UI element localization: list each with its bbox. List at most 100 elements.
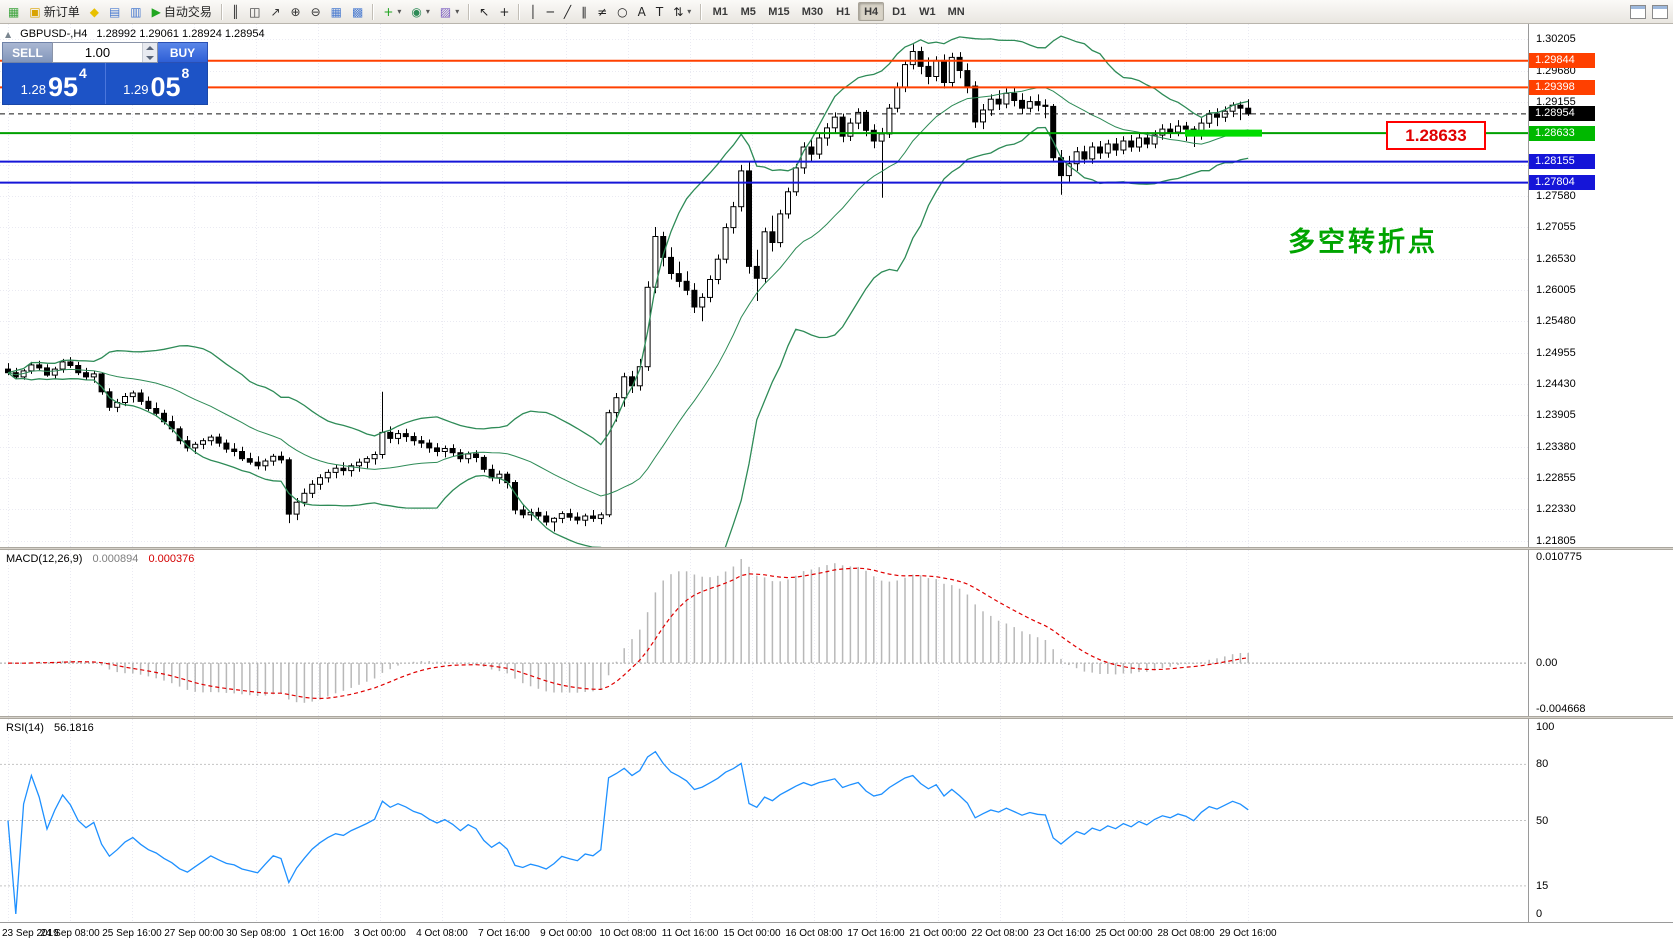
sell-button[interactable]: SELL	[2, 42, 52, 63]
timeframe-h1-button[interactable]: H1	[830, 2, 856, 21]
cascade-windows-button[interactable]: ▩	[347, 2, 368, 22]
volume-increase-button[interactable]	[143, 43, 157, 53]
new-order-button-label: 新订单	[43, 5, 80, 19]
metaeditor-icon: ◆	[89, 4, 99, 19]
horizontal-line-button[interactable]: ─	[542, 2, 559, 22]
timeframe-h4-button[interactable]: H4	[858, 2, 885, 21]
metaeditor-button[interactable]: ◆	[85, 2, 104, 22]
volume-input[interactable]	[53, 43, 142, 62]
chart-window-icon[interactable]	[1630, 5, 1646, 19]
periods-button[interactable]: ◉ ▾	[406, 2, 435, 22]
templates-icon: ▨	[439, 4, 452, 19]
timeframe-m1-button[interactable]: M1	[707, 2, 733, 21]
price-scale[interactable]: 1.30205 1.29680 1.29155 1.27580 1.27055 1.265…	[1528, 24, 1673, 922]
pivot-line-price-badge: 1.28633	[1529, 125, 1595, 141]
price-tick: 1.25480	[1536, 315, 1576, 328]
rsi-canvas[interactable]	[0, 719, 1528, 922]
grid	[0, 24, 1528, 547]
cursor-button[interactable]: ↖	[474, 2, 494, 22]
buy-price-pipette: 8	[181, 65, 190, 81]
zoom-in-button[interactable]: ⊕	[286, 2, 306, 22]
volume-decrease-button[interactable]	[143, 52, 157, 62]
time-label: 3 Oct 00:00	[354, 928, 406, 939]
price-tick: 1.30205	[1536, 33, 1576, 46]
panel-separator[interactable]	[0, 547, 1673, 550]
rsi-axis-label: 0	[1536, 908, 1543, 920]
new-order-button[interactable]: ▣ 新订单	[24, 2, 84, 22]
time-label: 29 Oct 16:00	[1219, 928, 1277, 939]
shapes-button[interactable]: ○	[612, 2, 632, 22]
ohlc-values: 1.28992 1.29061 1.28924 1.28954	[96, 28, 265, 40]
bar-chart-type-button[interactable]: ║	[227, 2, 244, 22]
time-label: 9 Oct 00:00	[540, 928, 592, 939]
chart-marker-icon: ▲	[5, 29, 12, 39]
timeframe-w1-button[interactable]: W1	[914, 2, 941, 21]
time-label: 25 Sep 16:00	[102, 928, 162, 939]
time-label: 17 Oct 16:00	[847, 928, 905, 939]
time-label: 1 Oct 16:00	[292, 928, 344, 939]
trendline-button[interactable]: ╱	[559, 2, 576, 22]
panel-separator[interactable]	[0, 716, 1673, 719]
horizontal-line-icon: ─	[546, 4, 554, 19]
macd-canvas[interactable]	[0, 550, 1528, 716]
crosshair-button[interactable]: +	[494, 2, 514, 22]
macd-name: MACD(12,26,9)	[6, 553, 83, 565]
fibonacci-button[interactable]: ≠	[592, 2, 612, 22]
price-tick: 1.26530	[1536, 252, 1576, 265]
rsi-name: RSI(14)	[6, 722, 44, 734]
price-tick: 1.23380	[1536, 440, 1576, 453]
bar-chart-type-icon: ║	[231, 4, 240, 19]
zoom-out-icon: ⊖	[310, 4, 321, 19]
strategy-tester-button[interactable]: ▥	[125, 2, 146, 22]
text-label-button[interactable]: T	[651, 2, 668, 22]
docking-icon[interactable]	[1652, 5, 1668, 19]
timeframe-mn-button[interactable]: MN	[943, 2, 970, 21]
timeframe-m5-button[interactable]: M5	[735, 2, 761, 21]
timeframe-d1-button[interactable]: D1	[886, 2, 912, 21]
arrows-button[interactable]: ⇅ ▾	[668, 2, 696, 22]
sell-price-main: 95	[47, 72, 79, 102]
text-button[interactable]: A	[633, 2, 651, 22]
resistance-line-2-price-badge: 1.29398	[1529, 79, 1595, 95]
toolbar-separator	[518, 3, 521, 20]
macd-label: MACD(12,26,9) 0.000894 0.000376	[6, 553, 194, 565]
buy-price[interactable]: 1.29 05 8	[104, 63, 208, 104]
channel-button[interactable]: ∥	[576, 2, 592, 22]
indicators-icon: +	[383, 4, 394, 19]
sell-price-pipette: 4	[79, 65, 87, 81]
rsi-value: 56.1816	[53, 722, 94, 734]
volume-spinner	[142, 43, 157, 62]
tile-windows-button[interactable]: ▦	[326, 2, 347, 22]
sell-price[interactable]: 1.28 95 4	[3, 63, 105, 104]
macd-histogram	[15, 559, 1249, 703]
macd-signal-line	[7, 567, 1249, 700]
buy-button[interactable]: BUY	[158, 42, 208, 63]
cursor-icon: ↖	[479, 4, 490, 19]
timeframe-m15-button[interactable]: M15	[763, 2, 794, 21]
vertical-line-button[interactable]: │	[524, 2, 541, 22]
timeframe-m30-button[interactable]: M30	[797, 2, 828, 21]
time-label: 10 Oct 08:00	[599, 928, 657, 939]
price-tick: 1.29155	[1536, 95, 1576, 108]
time-label: 23 Sep 2019	[2, 928, 59, 939]
time-label: 21 Oct 00:00	[909, 928, 967, 939]
time-label: 23 Oct 16:00	[1033, 928, 1091, 939]
indicators-button[interactable]: + ▾	[378, 2, 406, 22]
shapes-icon: ○	[617, 4, 628, 19]
annotation-text: 多空转折点	[1288, 227, 1438, 257]
main-chart-canvas[interactable]	[0, 24, 1528, 547]
line-chart-type-button[interactable]: ↗	[265, 2, 285, 22]
time-axis[interactable]: 23 Sep 2019 24 Sep 08:00 25 Sep 16:00 27 Se…	[0, 922, 1673, 945]
autotrading-button[interactable]: ▶ 自动交易	[147, 2, 217, 22]
zoom-in-icon: ⊕	[290, 4, 301, 19]
price-tick: 1.24430	[1536, 378, 1576, 390]
candle-chart-type-button[interactable]: ◫	[244, 2, 265, 22]
macd-axis-label: 0.010775	[1536, 551, 1582, 563]
time-label: 25 Oct 00:00	[1095, 928, 1153, 939]
zoom-out-button[interactable]: ⊖	[306, 2, 326, 22]
templates-button[interactable]: ▨ ▾	[435, 2, 464, 22]
app-icon: ▦	[3, 2, 24, 22]
toolbar-separator	[468, 3, 471, 20]
terminal-button[interactable]: ▤	[104, 2, 125, 22]
time-label: 22 Oct 08:00	[971, 928, 1029, 939]
